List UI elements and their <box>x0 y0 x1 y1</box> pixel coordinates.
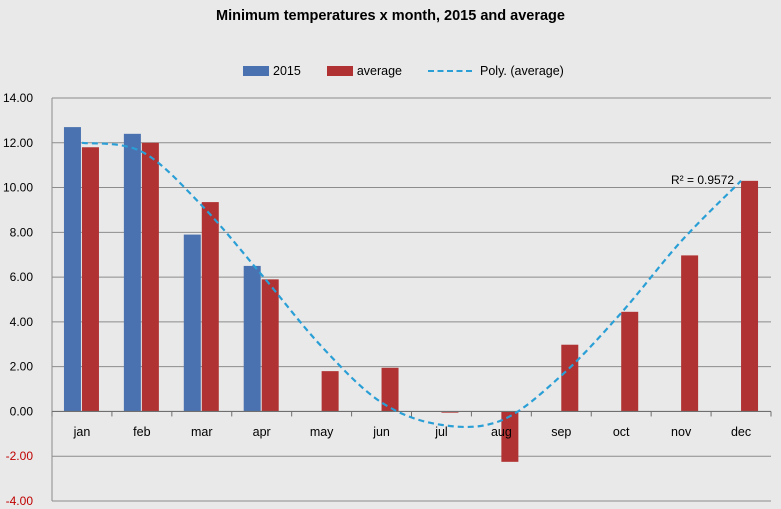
chart-title: Minimum temperatures x month, 2015 and a… <box>216 8 565 24</box>
bar-average-nov <box>681 255 699 412</box>
x-tick-label-jan: jan <box>73 425 91 439</box>
bar-average-sep <box>561 344 579 412</box>
legend-label-average: average <box>356 64 402 78</box>
y-tick-label: 8.00 <box>10 225 34 239</box>
y-tick-label: -4.00 <box>6 494 34 508</box>
bar-average-feb <box>141 142 159 412</box>
bar-average-apr <box>261 279 279 412</box>
legend-swatch-average <box>326 66 353 76</box>
legend-label-trendline: Poly. (average) <box>480 64 564 78</box>
x-tick-label-mar: mar <box>191 425 213 439</box>
y-tick-label: 6.00 <box>10 270 34 284</box>
y-tick-label: -2.00 <box>6 449 34 463</box>
bar-2015-feb <box>123 133 141 412</box>
legend-label-2015: 2015 <box>273 64 301 78</box>
y-tick-label: 0.00 <box>10 404 34 418</box>
bar-average-aug <box>501 411 519 462</box>
r-squared-label: R² = 0.9572 <box>671 173 734 187</box>
legend-item-average: average <box>326 64 402 78</box>
legend-swatch-2015 <box>243 66 269 76</box>
x-tick-label-nov: nov <box>671 425 692 439</box>
bar-average-mar <box>201 202 219 412</box>
legend-swatch-trendline <box>428 70 472 72</box>
y-tick-label: 14.00 <box>3 91 33 105</box>
bar-average-dec <box>741 180 759 412</box>
x-tick-label-feb: feb <box>133 425 150 439</box>
bar-2015-mar <box>183 234 201 412</box>
bar-2015-jan <box>63 127 81 412</box>
x-tick-label-apr: apr <box>253 425 271 439</box>
x-tick-label-may: may <box>310 425 334 439</box>
bar-average-may <box>321 371 339 412</box>
legend-item-2015: 2015 <box>243 64 301 78</box>
bar-average-jan <box>81 147 99 412</box>
trendline-curve <box>81 141 742 429</box>
x-tick-label-jul: jul <box>434 425 448 439</box>
y-tick-label: 10.00 <box>3 181 33 195</box>
bar-average-jun <box>381 367 399 412</box>
x-tick-label-aug: aug <box>491 425 512 439</box>
x-tick-label-sep: sep <box>551 425 571 439</box>
x-tick-label-jun: jun <box>372 425 390 439</box>
y-tick-label: 2.00 <box>10 360 34 374</box>
bar-2015-apr <box>243 265 261 412</box>
x-tick-label-oct: oct <box>613 425 630 439</box>
y-tick-label: 12.00 <box>3 136 33 150</box>
y-tick-label: 4.00 <box>10 315 34 329</box>
legend-item-trendline: Poly. (average) <box>428 64 564 78</box>
chart-legend: 2015 average Poly. (average) <box>243 63 590 79</box>
bar-average-oct <box>621 311 639 412</box>
x-tick-label-dec: dec <box>731 425 751 439</box>
